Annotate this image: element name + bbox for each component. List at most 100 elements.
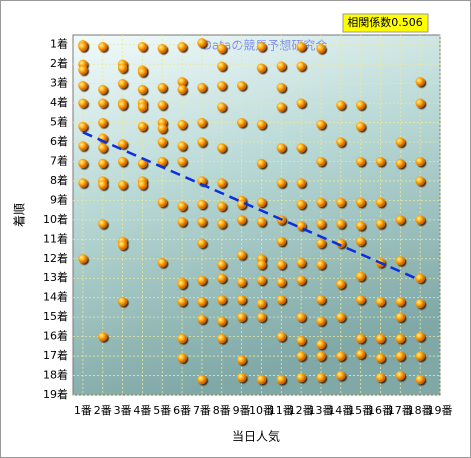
x-tick-label: 18番	[408, 404, 433, 417]
point	[276, 331, 286, 342]
point	[197, 137, 207, 147]
x-tick-label: 14番	[328, 404, 353, 417]
x-tick-label: 8番	[213, 404, 231, 417]
point	[117, 296, 128, 307]
point	[217, 294, 227, 305]
point	[197, 82, 207, 93]
x-tick-label: 2番	[94, 404, 112, 417]
point	[395, 370, 405, 381]
point	[336, 279, 346, 289]
point	[256, 197, 267, 208]
point	[177, 42, 187, 52]
point	[117, 240, 128, 250]
y-tick-label: 11着	[43, 231, 68, 245]
point	[117, 156, 128, 167]
point	[316, 372, 326, 383]
point	[217, 219, 227, 229]
point	[256, 217, 267, 227]
point	[217, 333, 227, 344]
point	[157, 137, 167, 147]
point	[217, 143, 227, 153]
point	[316, 238, 326, 248]
point	[98, 117, 108, 128]
point	[217, 273, 227, 283]
point	[177, 84, 187, 95]
point	[296, 258, 306, 268]
point	[177, 217, 187, 227]
y-tick-label: 7着	[50, 153, 68, 167]
point	[256, 63, 267, 73]
point	[296, 372, 306, 383]
point	[197, 314, 207, 324]
point	[355, 221, 366, 231]
point	[78, 42, 88, 52]
y-tick-label: 18着	[43, 368, 68, 382]
point	[256, 42, 267, 52]
point	[78, 141, 88, 151]
point	[355, 271, 366, 281]
point	[296, 275, 306, 285]
point	[256, 374, 267, 385]
y-tick-label: 14着	[43, 290, 68, 304]
point	[415, 156, 425, 167]
x-tick-label: 15番	[348, 404, 373, 417]
x-tick-label: 6番	[173, 404, 191, 417]
point	[177, 279, 187, 289]
annotation: 相関係数0.506	[347, 16, 423, 29]
point	[395, 333, 405, 344]
point	[355, 197, 366, 208]
point	[355, 121, 366, 132]
y-tick-label: 6着	[50, 134, 68, 148]
y-tick-label: 10着	[43, 212, 68, 226]
point	[217, 61, 227, 71]
point	[217, 201, 227, 211]
point	[217, 259, 227, 270]
point	[395, 256, 405, 266]
point	[197, 217, 207, 227]
point	[98, 143, 108, 153]
point	[316, 316, 326, 326]
point	[78, 98, 88, 108]
point	[98, 98, 108, 108]
point	[236, 294, 247, 305]
point	[157, 123, 167, 134]
x-tick-label: 12番	[289, 404, 314, 417]
point	[157, 258, 167, 268]
point	[336, 197, 346, 208]
point	[78, 254, 88, 264]
point	[236, 117, 247, 128]
point	[375, 296, 386, 307]
point	[217, 80, 227, 91]
point	[177, 353, 187, 363]
point	[137, 102, 148, 112]
point	[276, 294, 286, 305]
point	[375, 156, 386, 167]
point	[78, 65, 88, 75]
point	[157, 82, 167, 93]
x-tick-label: 7番	[193, 404, 211, 417]
y-tick-label: 12着	[43, 251, 68, 265]
point	[415, 215, 425, 225]
point	[296, 351, 306, 361]
point	[177, 156, 187, 167]
x-tick-label: 17番	[388, 404, 413, 417]
point	[78, 121, 88, 132]
point	[217, 102, 227, 112]
point	[276, 178, 286, 188]
point	[177, 333, 187, 344]
point	[415, 331, 425, 342]
y-tick-label: 4着	[50, 95, 68, 109]
point	[98, 158, 108, 169]
point	[395, 312, 405, 322]
point	[296, 199, 306, 209]
point	[98, 42, 108, 52]
point	[355, 156, 366, 167]
point	[316, 219, 326, 229]
point	[217, 316, 227, 326]
point	[78, 158, 88, 169]
point	[296, 143, 306, 153]
y-tick-label: 2着	[50, 56, 68, 70]
point	[236, 312, 247, 322]
point	[98, 219, 108, 229]
